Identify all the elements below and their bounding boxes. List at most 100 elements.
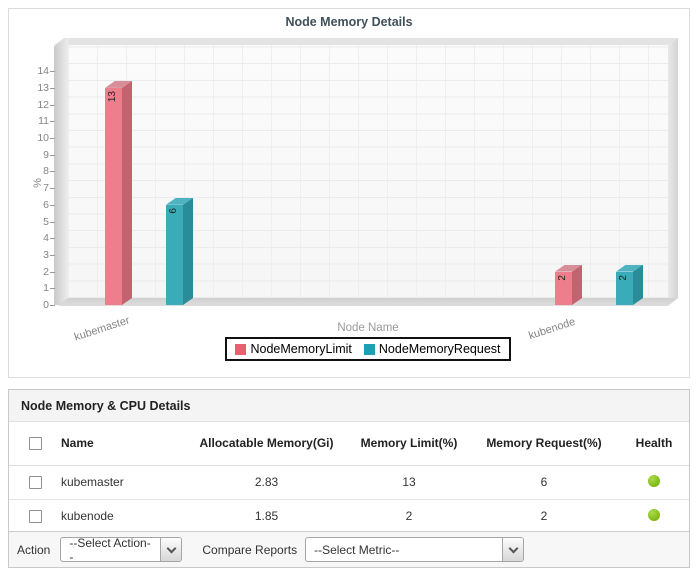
action-select-arrow[interactable] (160, 538, 182, 561)
y-tick-label: 2 (43, 265, 49, 278)
y-tick-label: 5 (43, 215, 49, 228)
health-cell (619, 474, 689, 491)
bar-side-face (572, 265, 582, 305)
y-tick-mark (50, 121, 55, 123)
bar-side-face (633, 265, 643, 305)
chart-3d-top-edge (54, 38, 678, 45)
x-axis-title: Node Name (337, 322, 399, 334)
bar-value-label: 2 (557, 274, 568, 281)
bar-top-face (616, 264, 643, 272)
y-tick-mark (50, 238, 55, 240)
legend-swatch (363, 343, 375, 355)
y-tick-label: 1 (43, 282, 49, 295)
y-tick-mark (50, 254, 55, 256)
col-header-health[interactable]: Health (635, 436, 673, 450)
bar-top-face (555, 264, 582, 272)
bar-NodeMemoryLimit-kubenode[interactable]: 2 (555, 264, 582, 305)
y-tick-mark (50, 71, 55, 73)
cell-memory-limit: 13 (402, 475, 416, 489)
y-tick-mark (50, 271, 55, 273)
row-checkbox-cell (9, 476, 61, 489)
bar-value-label: 13 (107, 90, 118, 103)
y-tick-mark (50, 154, 55, 156)
bar-value-label: 6 (168, 207, 179, 214)
cell-memory-request: 6 (540, 475, 548, 489)
legend-label: NodeMemoryLimit (250, 342, 352, 356)
y-tick-label: 12 (37, 98, 49, 111)
select-all-checkbox[interactable] (28, 437, 42, 450)
y-tick-label: 13 (37, 81, 49, 94)
bar-side-face (122, 81, 132, 305)
compare-reports-label: Compare Reports (202, 542, 298, 557)
chart-3d-floor (58, 298, 678, 306)
cell-allocatable-memory: 1.85 (254, 509, 279, 523)
cell-allocatable-memory: 2.83 (254, 475, 279, 489)
action-bar: Action --Select Action-- Compare Reports… (9, 531, 689, 567)
cell-memory-limit: 2 (405, 509, 413, 523)
y-tick-label: 6 (43, 198, 49, 211)
bar-front-face (105, 87, 122, 305)
row-checkbox[interactable] (28, 510, 42, 523)
y-tick-mark (50, 188, 55, 190)
bar-NodeMemoryLimit-kubemaster[interactable]: 13 (105, 80, 132, 305)
table-body: kubemaster 2.83 13 6 kubenode 1.85 2 2 (9, 466, 689, 534)
table-title: Node Memory & CPU Details (21, 398, 191, 413)
health-cell (619, 508, 689, 525)
bar-top-face (105, 80, 132, 88)
chart-plot-area (68, 45, 668, 298)
chart-legend: NodeMemoryLimit NodeMemoryRequest (225, 337, 511, 361)
row-checkbox[interactable] (28, 476, 42, 489)
y-tick-label: 4 (43, 232, 49, 245)
chart-title: Node Memory Details (285, 15, 413, 29)
chart-3d-right-wall (668, 38, 678, 305)
legend-item-NodeMemoryLimit[interactable]: NodeMemoryLimit (235, 342, 352, 356)
y-tick-label: 11 (38, 115, 49, 128)
legend-swatch (235, 343, 247, 355)
table-header-row: Name Allocatable Memory(Gi) Memory Limit… (9, 422, 689, 466)
y-tick-mark (50, 221, 55, 223)
y-tick-label: 8 (43, 165, 49, 178)
compare-reports-select-arrow[interactable] (502, 538, 524, 561)
bar-front-face (166, 204, 183, 305)
y-tick-label: 9 (43, 148, 49, 161)
bar-value-label: 2 (618, 274, 629, 281)
y-tick-mark (50, 288, 55, 290)
y-tick-mark (50, 171, 55, 173)
col-header-allocatable[interactable]: Allocatable Memory(Gi) (199, 436, 334, 450)
bar-top-face (166, 197, 193, 205)
y-tick-label: 14 (37, 65, 49, 78)
node-memory-chart-panel: Node Memory Details % 0 1 2 3 4 5 6 7 8 9 10 11 12 13… (8, 8, 690, 378)
y-tick-label: 0 (43, 299, 49, 311)
bar-NodeMemoryRequest-kubemaster[interactable]: 6 (166, 197, 193, 305)
bar-front-face (616, 271, 633, 305)
node-table-panel: Node Memory & CPU Details Name Allocatab… (8, 389, 690, 568)
cell-name: kubemaster (61, 475, 124, 489)
cell-memory-request: 2 (540, 509, 548, 523)
cell-name: kubenode (61, 509, 114, 523)
y-tick-mark (50, 138, 55, 139)
table-row[interactable]: kubemaster 2.83 13 6 (9, 466, 689, 500)
col-header-memory-request[interactable]: Memory Request(%) (486, 436, 602, 450)
chevron-down-icon (508, 543, 519, 553)
y-tick-mark (50, 87, 55, 89)
action-label: Action (17, 542, 51, 557)
y-tick-mark (50, 204, 55, 206)
legend-label: NodeMemoryRequest (378, 342, 501, 356)
y-tick-mark (50, 305, 55, 306)
action-select-value: --Select Action-- (69, 537, 151, 562)
col-header-memory-limit[interactable]: Memory Limit(%) (360, 436, 458, 450)
chevron-down-icon (166, 543, 177, 553)
col-header-name[interactable]: Name (61, 436, 94, 450)
y-tick-label: 7 (43, 182, 49, 195)
table-row[interactable]: kubenode 1.85 2 2 (9, 500, 689, 534)
chart-3d-left-wall (54, 38, 68, 305)
compare-reports-select[interactable]: --Select Metric-- (305, 537, 525, 562)
legend-item-NodeMemoryRequest[interactable]: NodeMemoryRequest (363, 342, 501, 356)
y-tick-mark (50, 104, 55, 106)
bar-NodeMemoryRequest-kubenode[interactable]: 2 (616, 264, 643, 305)
action-select[interactable]: --Select Action-- (60, 537, 183, 562)
bar-front-face (555, 271, 572, 305)
compare-reports-select-value: --Select Metric-- (314, 542, 400, 557)
table-title-bar: Node Memory & CPU Details (9, 390, 689, 422)
row-checkbox-cell (9, 510, 61, 523)
